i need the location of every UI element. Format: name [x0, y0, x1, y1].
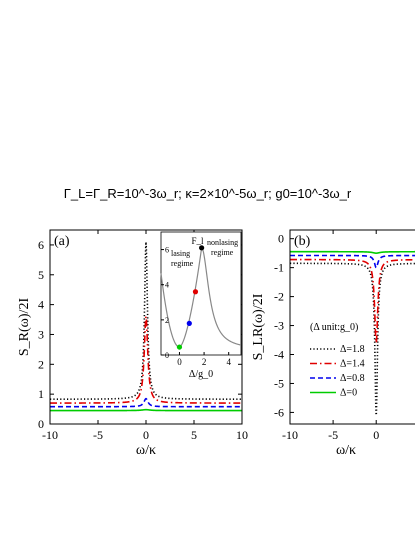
- x-axis-label-b: ω/κ: [336, 443, 356, 458]
- y-axis-label-b: S_LR(ω)/2I: [251, 293, 266, 360]
- y-tick-label-a-5: 5: [38, 268, 44, 282]
- inset-y-tick-label-0: 0: [165, 351, 169, 360]
- inset-x-tick-label-1: 2: [202, 357, 207, 367]
- inset-a: 0 2 40246Δ/g_0F_llasingregimenonlasingregi…: [160, 231, 242, 380]
- params-text: Γ_L=Γ_R=10^-3ω_r; κ=2×10^-5ω_r; g0=10^-3…: [63, 186, 352, 201]
- x-tick-label-a-3: 5: [191, 428, 197, 442]
- y-tick-label-a-3: 3: [38, 327, 44, 341]
- panel-a: -10 -5 0 5 10 0 1 2 3 4 5 6 ω/κ S_R(ω)/2I (a) 0 2 4 0 2 4 6 Δ/…: [17, 229, 248, 458]
- inset-x-tick-label-2: 4: [226, 357, 231, 367]
- inset-y-tick-label-2: 4: [165, 281, 169, 290]
- inset-curve: [160, 246, 242, 348]
- inset-peak-label: F_l: [191, 236, 204, 246]
- x-tick-label-a-2: 0: [143, 428, 149, 442]
- y-tick-label-b-5: -5: [274, 376, 284, 390]
- series-line-b-1: [290, 258, 415, 344]
- inset-right-label-2: regime: [211, 248, 234, 257]
- inset-y-tick-label-1: 2: [165, 316, 169, 325]
- y-tick-label-a-6: 6: [38, 238, 44, 252]
- y-tick-label-b-0: 0: [278, 232, 284, 246]
- x-tick-label-a-4: 10: [236, 428, 248, 442]
- series-line-b-3: [290, 250, 415, 254]
- inset-x-tick-label-0: 0: [177, 357, 182, 367]
- y-tick-label-b-6: -6: [274, 405, 284, 419]
- panel-b: -10 -5 0 0 -1 -2 -3 -4 -5 -6 ω/κ S_LR(ω)/2I (b) (Δ un…: [251, 229, 415, 458]
- legend-b: (Δ unit:g_0) Δ=1.8 Δ=1.4 Δ=0.8 Δ=0: [310, 322, 365, 399]
- inset-left-label-1: lasing: [171, 249, 190, 258]
- inset-x-label: Δ/g_0: [189, 369, 213, 380]
- y-tick-label-b-1: -1: [274, 261, 284, 275]
- panel-label-a: (a): [54, 234, 70, 249]
- x-tick-label-a-0: -10: [42, 428, 58, 442]
- panel-label-b: (b): [294, 234, 311, 249]
- inset-marker-0: [176, 344, 183, 350]
- y-tick-label-a-0: 0: [38, 417, 44, 431]
- legend-label-b-0: Δ=1.8: [340, 344, 365, 355]
- legend-label-b-2: Δ=0.8: [340, 373, 365, 384]
- y-tick-label-a-1: 1: [38, 387, 44, 401]
- y-tick-label-b-4: -4: [274, 348, 284, 362]
- legend-label-b-1: Δ=1.4: [340, 359, 365, 370]
- y-tick-label-a-4: 4: [38, 298, 44, 312]
- x-tick-label-b-1: -5: [328, 428, 338, 442]
- legend-title-b: (Δ unit:g_0): [310, 322, 358, 333]
- series-line-a-2: [50, 397, 242, 408]
- y-tick-label-b-3: -3: [274, 319, 284, 333]
- inset-marker-1: [186, 320, 192, 326]
- inset-y-tick-label-3: 6: [165, 246, 169, 255]
- inset-right-label-1: nonlasing: [207, 238, 238, 247]
- plot-frame-b: [289, 229, 415, 425]
- y-tick-label-b-2: -2: [274, 290, 284, 304]
- series-line-a-1: [50, 316, 242, 404]
- y-tick-label-a-2: 2: [38, 357, 44, 371]
- series-line-a-0: [50, 241, 242, 400]
- inset-marker-2: [192, 289, 199, 295]
- inset-left-label-2: regime: [171, 259, 194, 268]
- series-line-b-2: [290, 254, 415, 269]
- series-line-a-3: [50, 408, 242, 412]
- params-header: Γ_L=Γ_R=10^-3ω_r; κ=2×10^-5ω_r; g0=10^-3…: [0, 186, 415, 201]
- x-tick-label-a-1: -5: [93, 428, 103, 442]
- inset-marker-3: [199, 245, 205, 251]
- x-tick-label-b-0: -10: [282, 428, 298, 442]
- x-tick-label-b-2: 0: [373, 428, 379, 442]
- y-axis-label-a: S_R(ω)/2I: [17, 298, 32, 357]
- x-axis-label-a: ω/κ: [136, 443, 156, 458]
- legend-label-b-3: Δ=0: [340, 388, 357, 399]
- series-line-b-0: [290, 262, 415, 416]
